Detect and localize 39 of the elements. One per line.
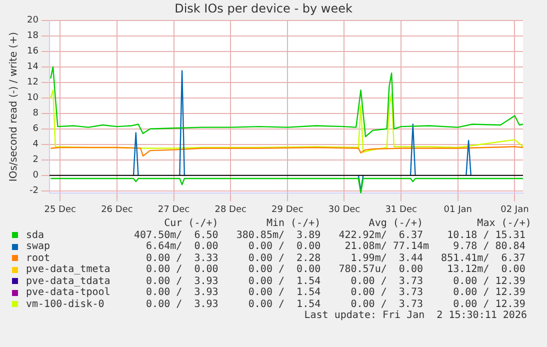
chart-title: Disk IOs per device - by week xyxy=(174,1,352,16)
legend-label: swap xyxy=(26,241,52,252)
text: 0.00 / 3.93 0.00 / 1.54 0.00 / 3.73 0.00 / 12.39 xyxy=(145,287,526,298)
y-tick-label: -2 xyxy=(29,186,38,196)
y-tick-label: 12 xyxy=(27,78,38,88)
text: 0.00 / 3.33 0.00 / 2.28 1.99m/ 3.44 851.41m/ 6.37 xyxy=(145,252,526,264)
x-tick-label: 28 Dec xyxy=(214,204,246,215)
y-tick-label: 14 xyxy=(27,62,39,72)
text: 407.50m/ 6.50 380.85m/ 3.89 422.92m/ 6.37 10.18 / 15.31 xyxy=(134,230,526,241)
x-tick-label: 30 Dec xyxy=(328,204,360,215)
y-tick-label: 10 xyxy=(27,93,39,104)
x-tick-label: 01 Jan xyxy=(444,204,472,215)
legend-label: pve-data_tmeta xyxy=(26,264,112,276)
x-tick-label: 29 Dec xyxy=(272,204,304,215)
legend-label: pve-data-tpool xyxy=(26,287,112,298)
legend-label: pve-data_tdata xyxy=(26,276,112,287)
x-tick-label: 25 Dec xyxy=(44,204,76,215)
legend-label: vm-100-disk-0 xyxy=(26,298,106,310)
y-axis-title: IOs/second read (-) / write (+) xyxy=(8,32,20,182)
y-tick-label: 4 xyxy=(32,140,39,150)
x-tick-label: 31 Dec xyxy=(385,204,417,215)
text: 6.64m/ 0.00 0.00 / 0.00 21.08m/ 77.14m 9.78 / 80.84 xyxy=(145,241,526,252)
x-tick-label: 26 Dec xyxy=(101,204,133,215)
legend-label: root xyxy=(26,252,52,264)
y-tick-label: 20 xyxy=(27,16,39,26)
y-tick-label: 0 xyxy=(32,170,39,181)
y-tick-label: 16 xyxy=(27,46,39,57)
text: Last update: Fri Jan 2 15:30:11 2026 xyxy=(303,310,528,322)
x-tick-label: 27 Dec xyxy=(158,204,190,215)
text: 0.00 / 3.93 0.00 / 1.54 0.00 / 3.73 0.00 / 12.39 xyxy=(145,276,526,287)
text: 0.00 / 3.93 0.00 / 1.54 0.00 / 3.73 0.00 / 12.39 xyxy=(145,298,526,310)
text: 0.00 / 0.00 0.00 / 0.00 780.57u/ 0.00 13.12m/ 0.00 xyxy=(145,264,526,276)
y-tick-label: 6 xyxy=(32,124,39,134)
x-tick-label: 02 Jan xyxy=(500,204,529,215)
y-tick-label: 2 xyxy=(32,155,38,166)
y-tick-label: 8 xyxy=(32,108,39,119)
legend-label: sda xyxy=(26,230,46,241)
y-tick-label: 18 xyxy=(27,31,39,42)
text: Cur (-/+) Min (-/+) Avg (-/+) Max (-/+) xyxy=(163,218,532,230)
